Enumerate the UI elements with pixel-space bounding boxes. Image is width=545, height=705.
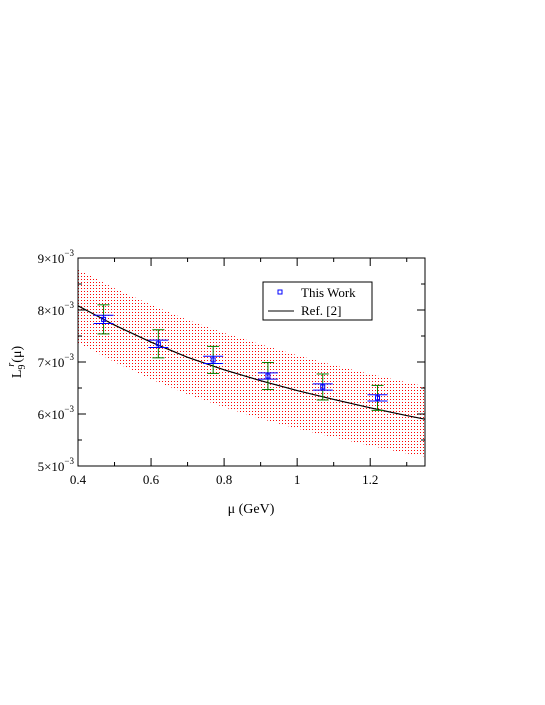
point-marker xyxy=(320,384,326,390)
legend: This Work Ref. [2] xyxy=(262,281,373,321)
x-tick-label: 1.2 xyxy=(362,472,378,487)
point-marker xyxy=(265,373,271,379)
data-point xyxy=(312,373,333,401)
data-point xyxy=(148,329,169,359)
point-marker xyxy=(101,316,107,322)
point-marker xyxy=(375,395,381,401)
point-marker xyxy=(155,341,161,347)
uncertainty-band xyxy=(78,269,425,457)
y-axis-label: L9r(μ) xyxy=(6,346,28,379)
y-axis: 5×10−3 6×10−3 7×10−3 8×10−3 9×10−3 xyxy=(38,248,425,474)
legend-marker-this-work xyxy=(277,289,283,295)
data-points xyxy=(93,304,388,411)
x-tick-label: 0.6 xyxy=(143,472,160,487)
x-axis: 0.4 0.6 0.8 1 1.2 xyxy=(70,258,408,487)
y-tick-label: 8×10−3 xyxy=(38,300,75,318)
y-tick-label: 6×10−3 xyxy=(38,404,75,422)
data-point xyxy=(367,384,388,411)
legend-box xyxy=(262,281,373,321)
data-point xyxy=(203,345,224,374)
y-tick-label: 5×10−3 xyxy=(38,456,75,474)
y-axis-label-sup: r xyxy=(6,363,17,367)
y-tick-label: 7×10−3 xyxy=(38,352,75,370)
legend-label-this-work: This Work xyxy=(301,285,356,300)
band-area xyxy=(78,269,425,457)
x-tick-label: 0.4 xyxy=(70,472,87,487)
y-axis-label-base: L xyxy=(10,370,25,379)
data-point xyxy=(93,304,114,335)
x-tick-label: 0.8 xyxy=(216,472,232,487)
y-axis-label-sub: 9 xyxy=(17,365,28,370)
legend-label-ref: Ref. [2] xyxy=(301,303,341,318)
point-marker xyxy=(210,357,216,363)
y-axis-label-arg: (μ) xyxy=(10,346,25,363)
x-tick-label: 1 xyxy=(294,472,301,487)
x-axis-label: μ (GeV) xyxy=(228,502,275,517)
data-point xyxy=(257,362,278,391)
y-tick-label: 9×10−3 xyxy=(38,248,75,266)
